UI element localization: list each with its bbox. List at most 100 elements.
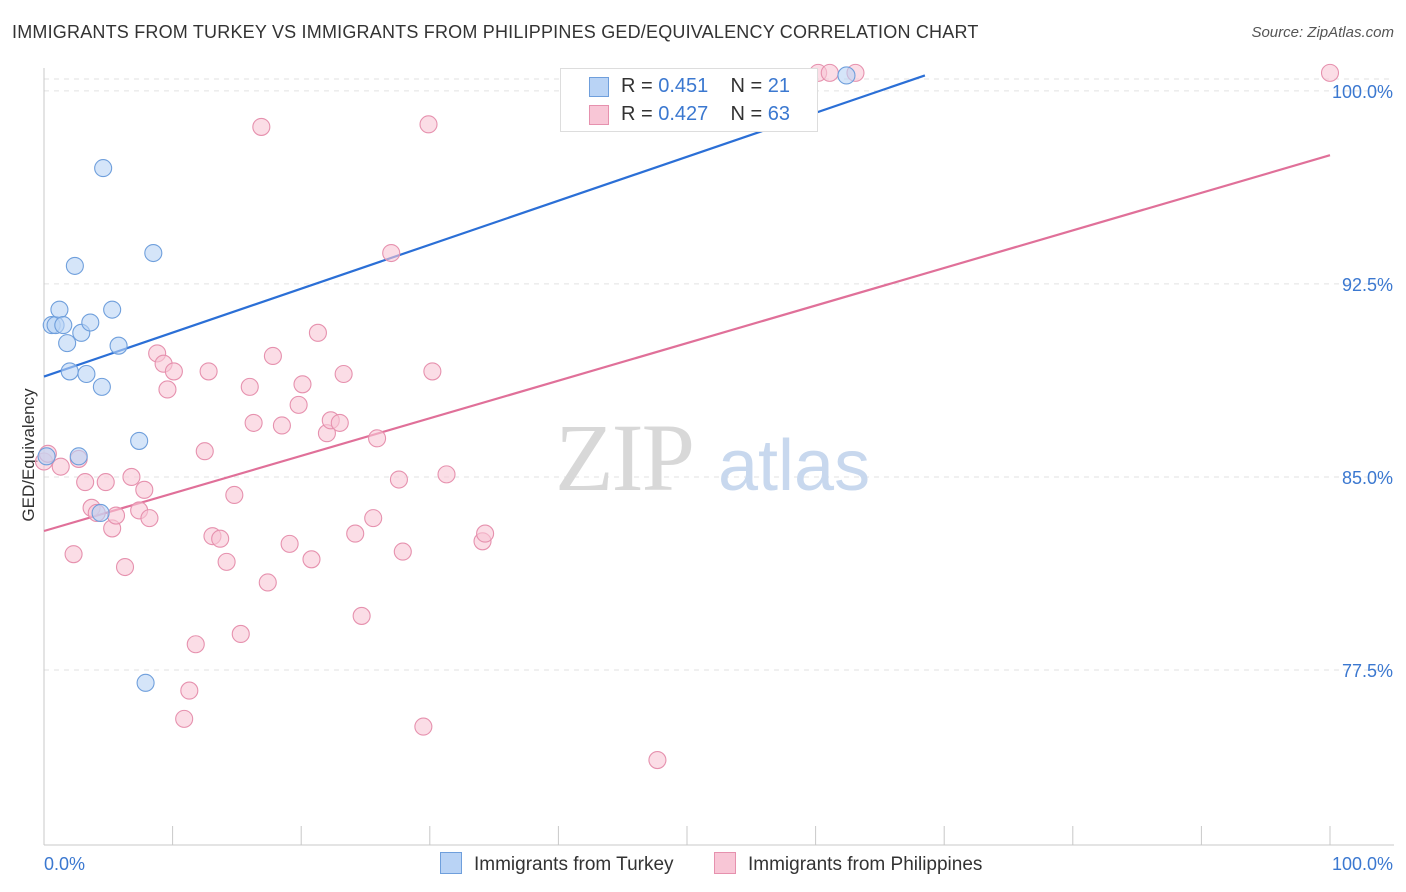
point-philippines bbox=[199, 362, 218, 381]
legend-n-value: 63 bbox=[767, 103, 791, 125]
point-philippines bbox=[308, 323, 327, 342]
y-tick-label: 100.0% bbox=[1332, 82, 1393, 102]
point-philippines bbox=[263, 346, 282, 366]
point-philippines bbox=[158, 380, 177, 399]
point-philippines bbox=[820, 63, 839, 82]
point-turkey bbox=[94, 159, 113, 178]
point-philippines bbox=[334, 364, 353, 384]
chart-title: IMMIGRANTS FROM TURKEY VS IMMIGRANTS FRO… bbox=[12, 22, 979, 42]
point-turkey bbox=[81, 313, 100, 332]
point-turkey bbox=[54, 316, 73, 335]
bottom-legend-swatch-philippines bbox=[714, 852, 736, 874]
point-philippines bbox=[195, 442, 214, 461]
point-philippines bbox=[122, 467, 141, 487]
legend-n-label: N = bbox=[730, 103, 763, 125]
legend-swatch-philippines bbox=[589, 105, 609, 125]
point-turkey bbox=[144, 243, 163, 263]
x-tick-label: 100.0% bbox=[1332, 854, 1393, 874]
point-turkey bbox=[69, 447, 88, 466]
point-philippines bbox=[115, 557, 135, 577]
point-philippines bbox=[423, 362, 442, 381]
point-philippines bbox=[272, 416, 291, 435]
point-turkey bbox=[91, 503, 110, 523]
point-philippines bbox=[289, 395, 308, 414]
point-philippines bbox=[244, 413, 263, 432]
point-philippines bbox=[64, 545, 83, 564]
point-turkey bbox=[109, 336, 128, 355]
correlation-legend: R = 0.451 N = 21 R = 0.427 N = 63 bbox=[560, 68, 818, 132]
point-philippines bbox=[302, 550, 321, 569]
watermark: ZIP atlas bbox=[555, 404, 870, 511]
point-philippines bbox=[96, 473, 115, 492]
point-turkey bbox=[77, 364, 96, 384]
point-turkey bbox=[837, 66, 856, 85]
legend-row-turkey: R = 0.451 N = 21 bbox=[621, 75, 790, 98]
legend-r-value: 0.427 bbox=[658, 103, 709, 125]
legend-r-label: R = bbox=[621, 103, 653, 125]
point-philippines bbox=[211, 529, 230, 548]
legend-row-philippines: R = 0.427 N = 63 bbox=[621, 103, 790, 126]
point-philippines bbox=[258, 573, 277, 592]
point-philippines bbox=[346, 524, 365, 543]
point-philippines bbox=[280, 534, 299, 553]
point-philippines bbox=[393, 542, 412, 561]
point-turkey bbox=[92, 377, 111, 396]
point-philippines bbox=[414, 717, 433, 736]
point-philippines bbox=[225, 485, 244, 505]
point-philippines bbox=[437, 465, 456, 484]
legend-n-label: N = bbox=[730, 75, 763, 97]
point-turkey bbox=[60, 362, 79, 381]
point-philippines bbox=[106, 506, 126, 525]
point-turkey bbox=[130, 431, 149, 450]
data-points bbox=[34, 63, 1340, 770]
point-philippines bbox=[76, 473, 95, 492]
point-philippines bbox=[252, 117, 271, 136]
point-turkey bbox=[50, 300, 69, 319]
point-philippines bbox=[175, 709, 194, 728]
point-philippines bbox=[476, 524, 495, 543]
point-turkey bbox=[103, 300, 122, 319]
bottom-legend-label-turkey: Immigrants from Turkey bbox=[474, 854, 674, 875]
point-philippines bbox=[51, 457, 70, 476]
point-philippines bbox=[389, 470, 408, 489]
point-philippines bbox=[180, 681, 199, 700]
legend-n-value: 21 bbox=[767, 75, 791, 97]
watermark-atlas: atlas bbox=[718, 426, 870, 506]
point-philippines bbox=[382, 243, 401, 263]
point-turkey bbox=[58, 334, 77, 353]
point-philippines bbox=[330, 413, 349, 432]
point-philippines bbox=[217, 552, 236, 571]
bottom-legend-philippines: Immigrants from Philippines bbox=[714, 852, 982, 876]
point-philippines bbox=[164, 362, 183, 381]
y-tick-label: 85.0% bbox=[1342, 468, 1393, 488]
point-philippines bbox=[352, 606, 371, 625]
point-philippines bbox=[364, 509, 383, 528]
y-tick-label: 77.5% bbox=[1342, 661, 1393, 681]
point-turkey bbox=[136, 673, 155, 692]
y-tick-label: 92.5% bbox=[1342, 275, 1393, 295]
point-turkey bbox=[65, 256, 84, 275]
point-philippines bbox=[140, 509, 159, 528]
axes: 77.5% 85.0% 92.5% 100.0% 0.0% 100.0% bbox=[43, 68, 1394, 874]
source-label: Source: ZipAtlas.com bbox=[1251, 24, 1394, 41]
legend-r-value: 0.451 bbox=[658, 75, 709, 97]
x-tick-label: 0.0% bbox=[44, 854, 85, 874]
point-philippines bbox=[240, 377, 259, 396]
bottom-legend-turkey: Immigrants from Turkey bbox=[440, 852, 674, 876]
legend-r-label: R = bbox=[621, 75, 653, 97]
bottom-legend-label-philippines: Immigrants from Philippines bbox=[748, 854, 983, 875]
point-philippines bbox=[231, 624, 250, 644]
grid-lines bbox=[44, 78, 1394, 671]
point-philippines bbox=[135, 480, 154, 499]
point-philippines bbox=[648, 751, 667, 770]
trend-line-philippines bbox=[43, 154, 1331, 533]
y-axis-title: GED/Equivalency bbox=[19, 388, 38, 522]
point-philippines bbox=[293, 375, 312, 394]
point-philippines bbox=[368, 429, 387, 448]
bottom-legend-swatch-turkey bbox=[440, 852, 462, 874]
point-philippines bbox=[186, 635, 205, 654]
point-turkey bbox=[37, 447, 56, 466]
watermark-zip: ZIP bbox=[555, 404, 693, 511]
point-philippines bbox=[419, 115, 438, 134]
